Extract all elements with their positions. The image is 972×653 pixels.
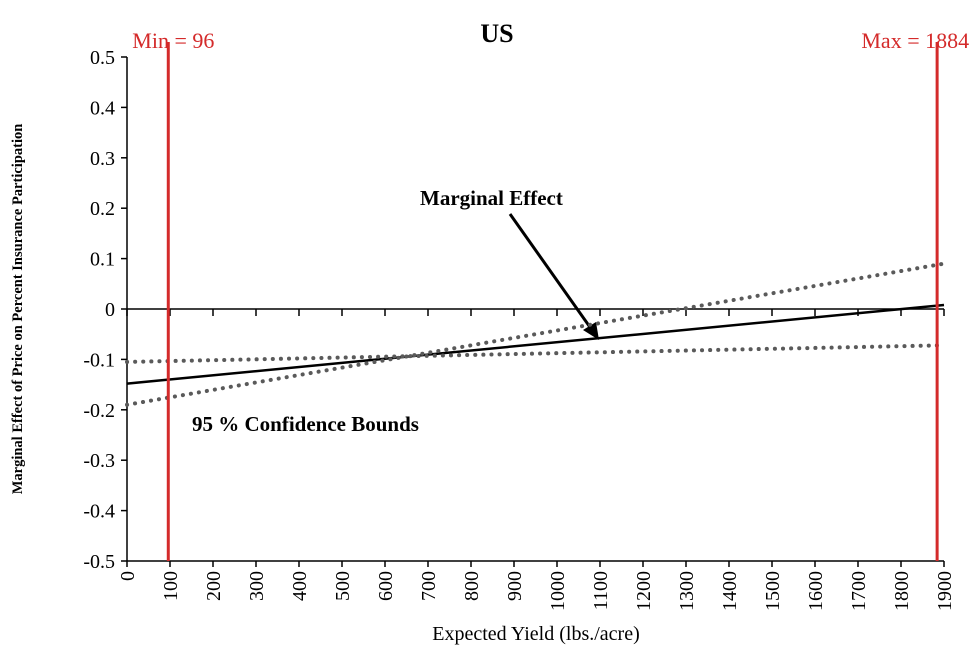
- x-tick-label: 0: [117, 571, 139, 581]
- x-tick-label: 100: [160, 571, 182, 601]
- y-tick-label: 0.2: [90, 198, 115, 220]
- x-tick-label: 400: [289, 571, 311, 601]
- x-tick-label: 300: [246, 571, 268, 601]
- x-tick-label: 1600: [805, 571, 827, 611]
- x-tick-label: 200: [203, 571, 225, 601]
- y-tick-label: -0.5: [83, 551, 115, 573]
- y-tick-label: -0.2: [83, 400, 115, 422]
- x-tick-label: 700: [418, 571, 440, 601]
- arrow-head: [583, 322, 599, 340]
- y-tick-label: 0.3: [90, 148, 115, 170]
- x-tick-label: 900: [504, 571, 526, 601]
- y-tick-label: 0.1: [90, 249, 115, 271]
- series-annotation: Marginal Effect: [420, 186, 563, 210]
- confidence-bound: [125, 261, 946, 407]
- range-label: Max = 1884: [861, 28, 969, 53]
- x-tick-label: 1300: [676, 571, 698, 611]
- x-tick-label: 1100: [590, 571, 612, 610]
- y-tick-label: 0.5: [90, 47, 115, 69]
- x-tick-label: 1200: [633, 571, 655, 611]
- y-tick-label: 0: [105, 299, 115, 321]
- x-tick-label: 800: [461, 571, 483, 601]
- chart-title: US: [480, 19, 513, 48]
- y-tick-label: -0.1: [83, 349, 115, 371]
- annotation-arrow: [508, 213, 594, 331]
- x-tick-label: 1400: [719, 571, 741, 611]
- y-axis-label: Marginal Effect of Price on Percent Insu…: [10, 124, 26, 495]
- x-tick-label: 1000: [547, 571, 569, 611]
- x-tick-label: 1800: [891, 571, 913, 611]
- y-tick-label: 0.4: [90, 97, 115, 119]
- x-axis-label: Expected Yield (lbs./acre): [432, 623, 640, 645]
- x-tick-label: 600: [375, 571, 397, 601]
- y-tick-label: -0.4: [83, 501, 115, 523]
- x-tick-label: 1700: [848, 571, 870, 611]
- marginal-effect-line: [126, 303, 945, 385]
- x-tick-label: 500: [332, 571, 354, 601]
- x-tick-label: 1500: [762, 571, 784, 611]
- y-tick-label: -0.3: [83, 450, 115, 472]
- bounds-annotation: 95 % Confidence Bounds: [192, 412, 419, 436]
- x-tick-label: 1900: [934, 571, 956, 611]
- confidence-bound: [125, 343, 946, 364]
- range-label: Min = 96: [132, 28, 214, 53]
